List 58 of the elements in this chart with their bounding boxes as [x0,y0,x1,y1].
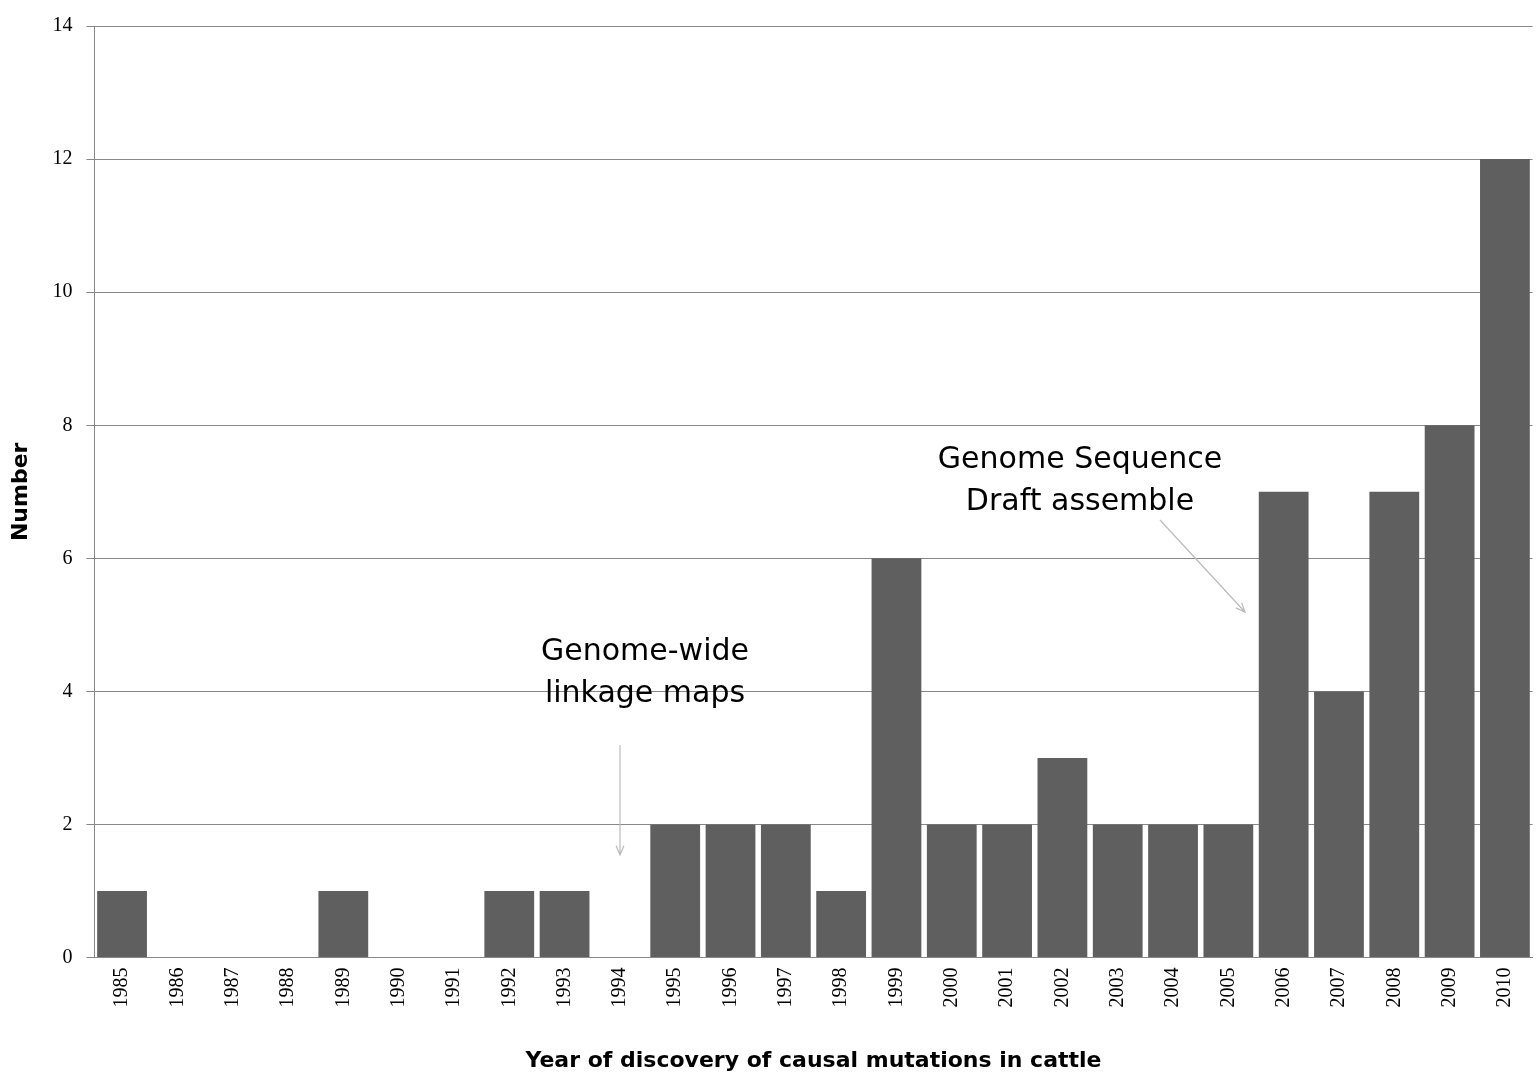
x-tick-label: 2001 [994,967,1017,1008]
x-tick-label: 1995 [662,967,685,1008]
y-tick-label: 14 [52,13,73,36]
x-tick-label: 1994 [607,967,630,1008]
bar [1203,824,1254,958]
x-tick-label: 2002 [1049,967,1072,1008]
y-tick-label: 2 [62,811,73,834]
bar [926,824,977,958]
bar [760,824,811,958]
bar [1148,824,1198,958]
x-axis-title: Year of discovery of causal mutations in cattle [524,1046,1102,1072]
x-tick-label: 2005 [1215,967,1238,1008]
x-tick-label: 2006 [1270,967,1293,1008]
x-tick-label: 2009 [1436,967,1459,1008]
bar [1314,691,1364,958]
annotation: Genome Sequence Draft assemble [937,440,1223,517]
x-tick-label: 1988 [275,967,298,1008]
bar [1480,159,1530,958]
y-axis-title: Number [6,442,32,542]
bar [1369,491,1420,958]
annotation: Genome-wide linkage maps [541,632,749,709]
y-tick-label: 0 [62,944,73,967]
bar [318,891,369,958]
y-tick-label: 4 [62,678,73,701]
x-tick-label: 2008 [1381,967,1404,1008]
x-tick-label: 1998 [828,967,851,1008]
x-tick-label: 1989 [330,967,353,1008]
x-tick-label: 2010 [1492,967,1515,1008]
x-tick-label: 1997 [773,967,796,1008]
bar [97,891,147,958]
y-tick-label: 8 [62,412,73,435]
bar [539,891,590,958]
x-tick-label: 2007 [1326,967,1349,1008]
bar [816,891,867,958]
x-tick-label: 1999 [883,967,906,1008]
x-tick-label: 1991 [441,967,464,1008]
y-tick-label: 6 [62,545,73,568]
x-tick-label: 1987 [219,967,242,1008]
x-tick-label: 1996 [717,967,740,1008]
bar [705,824,756,958]
x-tick-label: 2004 [1160,967,1183,1008]
x-tick-label: 2000 [939,967,962,1008]
x-tick-label: 1990 [385,967,408,1008]
x-tick-label: 1992 [496,967,519,1008]
bar [982,824,1032,958]
bar [871,558,922,958]
x-tick-label: 1993 [551,967,574,1008]
x-tick-label: 1985 [109,967,132,1008]
bar [650,824,701,958]
y-tick-label: 12 [52,146,73,169]
bar [484,891,535,958]
bar [1037,757,1088,958]
bar [1092,824,1143,958]
y-tick-label: 10 [52,279,73,302]
x-tick-label: 2003 [1104,967,1127,1008]
bar [1424,425,1475,958]
bar [1258,491,1309,958]
x-tick-label: 1986 [164,967,187,1008]
